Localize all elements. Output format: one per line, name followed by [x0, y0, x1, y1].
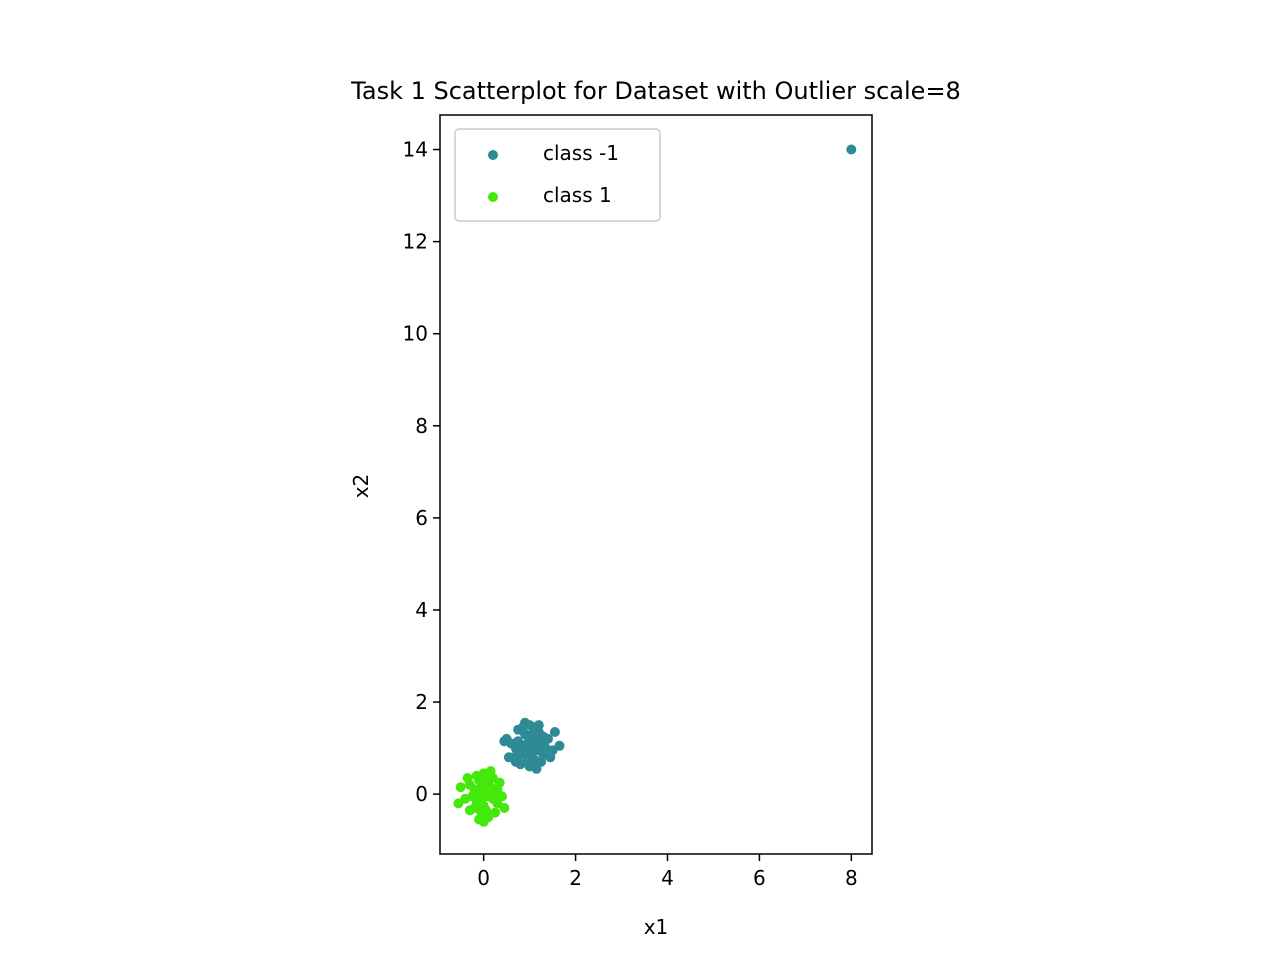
scatter-point-class-neg1	[501, 733, 512, 744]
scatter-point-class-1	[455, 782, 466, 793]
scatter-point-class-neg1	[549, 727, 560, 737]
scatter-point-class-1	[499, 803, 510, 813]
scatter-point-class-neg1	[526, 759, 537, 770]
scatter-point-class-neg1	[510, 756, 521, 767]
chart-title: Task 1 Scatterplot for Dataset with Outl…	[350, 77, 961, 105]
scatter-point-class-neg1	[524, 720, 535, 731]
plot-frame	[439, 114, 873, 855]
scatter-point-class-neg1	[846, 144, 857, 155]
legend-label-class-1: class 1	[543, 183, 612, 207]
scatter-points	[453, 144, 857, 827]
x-tick-label: 8	[845, 866, 858, 890]
scatter-point-class-1	[490, 807, 501, 818]
scatter-point-class-1	[460, 793, 471, 804]
scatter-point-class-neg1	[517, 747, 528, 758]
legend-marker-class-1	[488, 192, 498, 202]
y-tick-label: 10	[403, 322, 428, 346]
y-tick-label: 0	[415, 782, 428, 806]
x-axis-ticks: 0 2 4 6 8	[477, 854, 858, 890]
x-tick-label: 0	[477, 866, 490, 890]
scatter-point-class-neg1	[538, 731, 549, 742]
y-tick-label: 12	[403, 230, 428, 254]
scatter-point-class-neg1	[545, 752, 556, 763]
scatter-point-class-1	[462, 773, 473, 783]
scatter-point-class-neg1	[554, 740, 565, 751]
scatter-point-class-1	[492, 784, 503, 795]
legend-label-class-neg1: class -1	[543, 141, 619, 165]
scatter-point-class-neg1	[513, 724, 524, 735]
y-tick-label: 2	[415, 690, 428, 714]
y-tick-label: 14	[403, 138, 428, 162]
x-tick-label: 6	[753, 866, 766, 890]
x-tick-label: 4	[661, 866, 674, 890]
y-tick-label: 8	[415, 414, 428, 438]
scatter-point-class-1	[471, 770, 482, 781]
y-axis-ticks: 0 2 4 6 8 10 12 14	[403, 138, 440, 806]
x-axis-label: x1	[644, 915, 669, 939]
scatter-point-class-1	[483, 786, 494, 797]
legend-marker-class-neg1	[488, 150, 498, 160]
scatter-point-class-1	[478, 816, 489, 827]
legend: class -1 class 1	[454, 128, 661, 222]
y-axis-label: x2	[349, 474, 373, 499]
y-tick-label: 4	[415, 598, 428, 622]
scatter-point-class-neg1	[533, 720, 544, 731]
legend-box	[454, 128, 661, 222]
scatter-point-class-1	[481, 773, 491, 783]
y-tick-label: 6	[415, 506, 428, 530]
x-tick-label: 2	[569, 866, 582, 890]
scatter-point-class-1	[464, 805, 475, 816]
scatter-point-class-neg1	[524, 738, 535, 749]
